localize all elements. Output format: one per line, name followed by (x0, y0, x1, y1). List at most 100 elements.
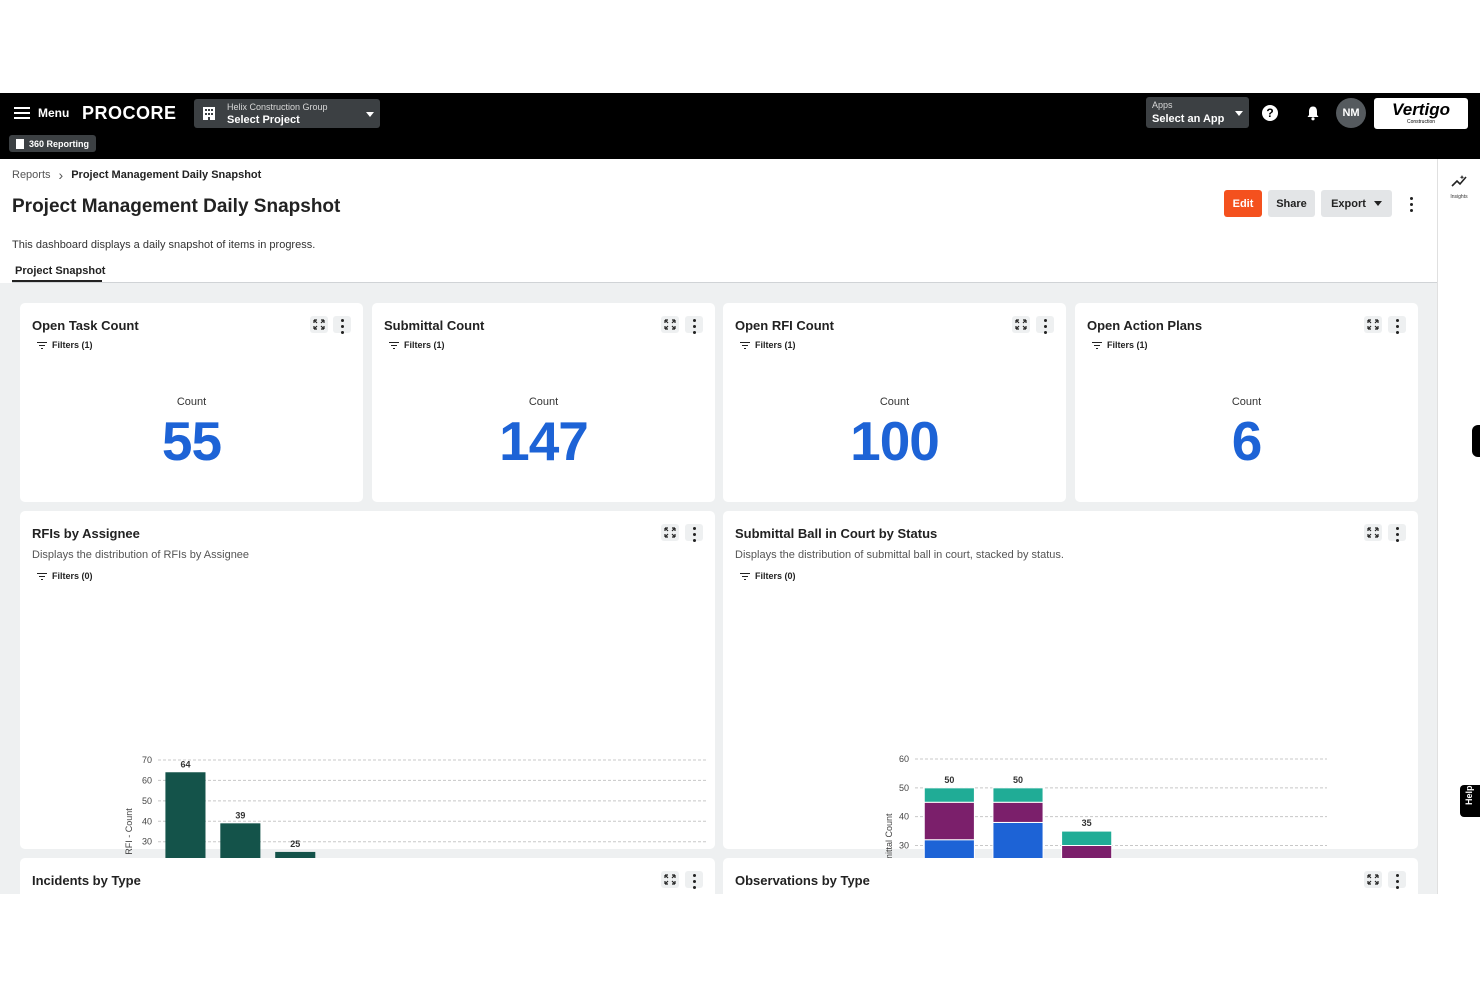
card-menu-button[interactable] (685, 316, 703, 334)
side-panel-handle[interactable] (1472, 425, 1480, 457)
data-label: 35 (1082, 818, 1092, 828)
export-button[interactable]: Export (1321, 190, 1392, 217)
insights-button[interactable]: Insights (1450, 174, 1468, 200)
card-title: Submittal Count (384, 318, 485, 333)
stacked-bar-segment (1061, 830, 1113, 847)
reporting-tool-chip[interactable]: 360 Reporting (9, 135, 97, 152)
tab-divider (12, 282, 1437, 283)
expand-icon[interactable] (1364, 316, 1382, 333)
expand-icon[interactable] (661, 316, 679, 333)
more-options-icon (1396, 319, 1400, 334)
filters-label: Filters (0) (755, 571, 796, 581)
filters-label: Filters (0) (52, 571, 93, 581)
expand-icon[interactable] (310, 316, 328, 333)
filter-icon (1092, 341, 1102, 349)
menu-button[interactable]: Menu (14, 105, 69, 121)
stacked-bar-segment (992, 787, 1044, 803)
filters-button[interactable]: Filters (0) (37, 571, 93, 581)
card-title: Open Task Count (32, 318, 139, 333)
help-icon[interactable]: ? (1262, 105, 1278, 121)
y-axis-title: Submittal Count (884, 813, 894, 878)
rfis-bar-chart: 01020304050607064Knuff Cate (Helix Const… (124, 755, 707, 894)
filters-label: Filters (1) (404, 340, 445, 350)
filters-button[interactable]: Filters (1) (1092, 340, 1148, 350)
more-options-icon (1396, 874, 1400, 889)
data-label: 50 (944, 775, 954, 785)
expand-icon[interactable] (1364, 871, 1382, 888)
card-rfis-by-assignee: RFIs by Assignee Displays the distributi… (20, 511, 715, 894)
filters-button[interactable]: Filters (1) (740, 340, 796, 350)
card-menu-button[interactable] (333, 316, 351, 334)
insights-label: Insights (1450, 194, 1468, 200)
active-tab-indicator (12, 280, 102, 282)
card-menu-button[interactable] (1388, 524, 1406, 542)
filters-label: Filters (1) (52, 340, 93, 350)
page-header: Reports › Project Management Daily Snaps… (0, 159, 1437, 283)
help-tab[interactable]: Help (1460, 785, 1480, 817)
expand-icon[interactable] (661, 524, 679, 541)
tab-project-snapshot[interactable]: Project Snapshot (15, 265, 106, 277)
data-label: 50 (1013, 775, 1023, 785)
expand-icon[interactable] (661, 871, 679, 888)
breadcrumb-current: Project Management Daily Snapshot (71, 169, 262, 181)
edit-button[interactable]: Edit (1224, 190, 1262, 217)
card-menu-button[interactable] (685, 871, 703, 889)
card-submittal-count: Submittal Count Filters (1) Count 147 (372, 303, 715, 502)
card-menu-button[interactable] (685, 524, 703, 542)
project-select-value: Select Project (227, 114, 300, 126)
more-options-icon (693, 319, 697, 334)
card-menu-button[interactable] (1036, 316, 1054, 334)
submittal-stacked-bar-chart: 010203040506050Taylor Jim (Vertigo Const… (884, 754, 1327, 894)
y-tick-label: 30 (899, 841, 909, 851)
user-avatar[interactable]: NM (1336, 98, 1366, 128)
card-open-action-plans: Open Action Plans Filters (1) Count 6 (1075, 303, 1418, 502)
card-subtitle: Displays the distribution of RFIs by Ass… (32, 549, 250, 561)
filter-icon (37, 572, 47, 580)
filters-button[interactable]: Filters (1) (389, 340, 445, 350)
expand-icon[interactable] (1012, 316, 1030, 333)
project-selector[interactable]: Helix Construction Group Select Project (194, 99, 380, 128)
company-logo-sub: Construction (1406, 119, 1436, 125)
y-tick-label: 40 (142, 816, 152, 826)
share-button[interactable]: Share (1268, 190, 1315, 217)
count-value: 100 (850, 410, 940, 472)
more-options-icon (693, 874, 697, 889)
y-tick-label: 60 (142, 775, 152, 785)
card-open-task-count: Open Task Count Filters (1) Count 55 (20, 303, 363, 502)
more-options-icon (1044, 319, 1048, 334)
y-tick-label: 30 (142, 837, 152, 847)
page-title: Project Management Daily Snapshot (12, 196, 341, 217)
count-value: 6 (1231, 410, 1263, 472)
apps-select-value: Select an App (1152, 113, 1225, 125)
y-tick-label: 50 (899, 783, 909, 793)
card-menu-button[interactable] (1388, 871, 1406, 889)
card-title: Submittal Ball in Court by Status (735, 526, 938, 541)
hamburger-icon (14, 107, 30, 119)
more-options-icon[interactable] (1410, 197, 1414, 212)
expand-arrows-icon (1015, 319, 1027, 330)
count-label: Count (176, 396, 207, 408)
procore-logo[interactable]: PROCORE (82, 103, 177, 123)
help-tab-label: Help (1464, 785, 1474, 805)
expand-icon[interactable] (1364, 524, 1382, 541)
filters-button[interactable]: Filters (1) (37, 340, 93, 350)
export-label: Export (1331, 197, 1366, 210)
data-label: 39 (235, 810, 245, 820)
count-label: Count (879, 396, 910, 408)
y-tick-label: 70 (142, 755, 152, 765)
top-nav-bar: Menu PROCORE Helix Construction Group Se… (0, 93, 1480, 159)
filter-icon (389, 341, 399, 349)
expand-arrows-icon (1367, 527, 1379, 538)
bell-icon[interactable] (1305, 105, 1321, 121)
filters-button[interactable]: Filters (0) (740, 571, 796, 581)
apps-selector[interactable]: Apps Select an App (1146, 97, 1249, 128)
expand-arrows-icon (1367, 874, 1379, 885)
menu-label: Menu (38, 106, 70, 120)
card-menu-button[interactable] (1388, 316, 1406, 334)
breadcrumb-reports-link[interactable]: Reports (12, 169, 51, 181)
card-observations-by-type: Observations by Type (723, 858, 1418, 894)
card-title: Open Action Plans (1087, 318, 1203, 333)
card-submittal-ball-in-court: Submittal Ball in Court by Status Displa… (723, 511, 1418, 894)
card-open-rfi-count: Open RFI Count Filters (1) Count 100 (723, 303, 1066, 502)
more-options-icon (1396, 527, 1400, 542)
